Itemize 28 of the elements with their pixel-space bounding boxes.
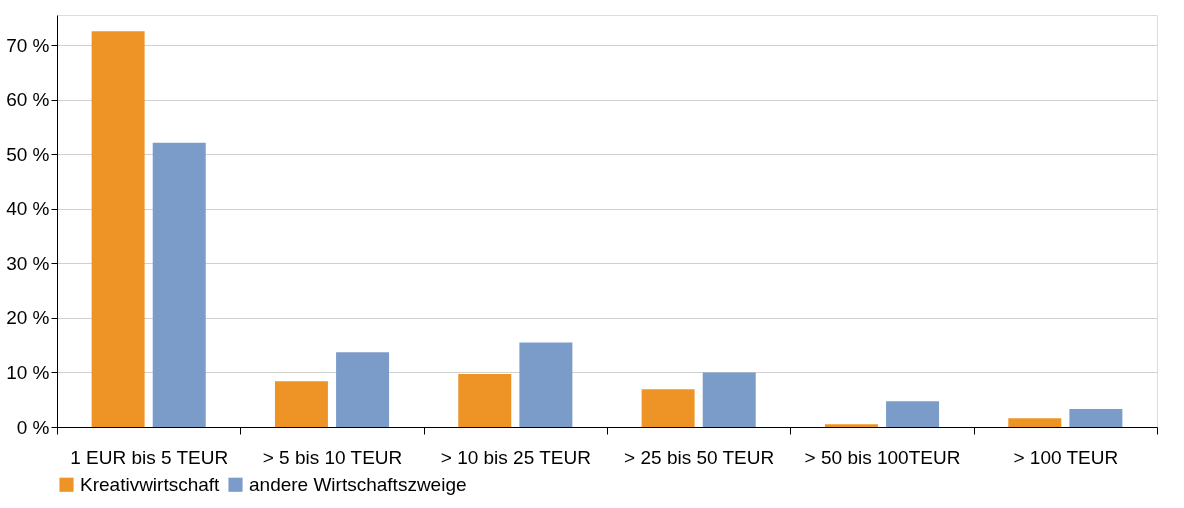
y-tick-label: 70 % [6, 34, 50, 56]
x-tick-label: > 100 TEUR [1013, 446, 1119, 468]
x-tick-label: 1 EUR bis 5 TEUR [70, 446, 229, 468]
bar [152, 142, 206, 427]
bar [274, 381, 328, 427]
bar [458, 374, 512, 427]
y-tick-label: 20 % [6, 307, 50, 329]
bar [702, 372, 756, 427]
legend-label: andere Wirtschaftszweige [249, 473, 467, 495]
x-tick-label: > 50 bis 100TEUR [804, 446, 961, 468]
legend-label: Kreativwirtschaft [80, 473, 221, 495]
y-tick-label: 60 % [6, 89, 50, 111]
bar [519, 342, 573, 427]
bar [641, 389, 695, 427]
bar [886, 401, 940, 427]
bar [336, 352, 390, 427]
y-tick-label: 40 % [6, 198, 50, 220]
x-tick-label: > 10 bis 25 TEUR [440, 446, 591, 468]
y-tick-label: 50 % [6, 143, 50, 165]
bar [824, 424, 878, 427]
x-tick-label: > 5 bis 10 TEUR [262, 446, 403, 468]
y-tick-label: 0 % [16, 416, 50, 438]
x-tick-label: > 25 bis 50 TEUR [624, 446, 775, 468]
bar [91, 31, 145, 427]
bar [1069, 408, 1123, 427]
bar [1008, 418, 1062, 427]
y-tick-label: 10 % [6, 361, 50, 383]
y-tick-label: 30 % [6, 252, 50, 274]
